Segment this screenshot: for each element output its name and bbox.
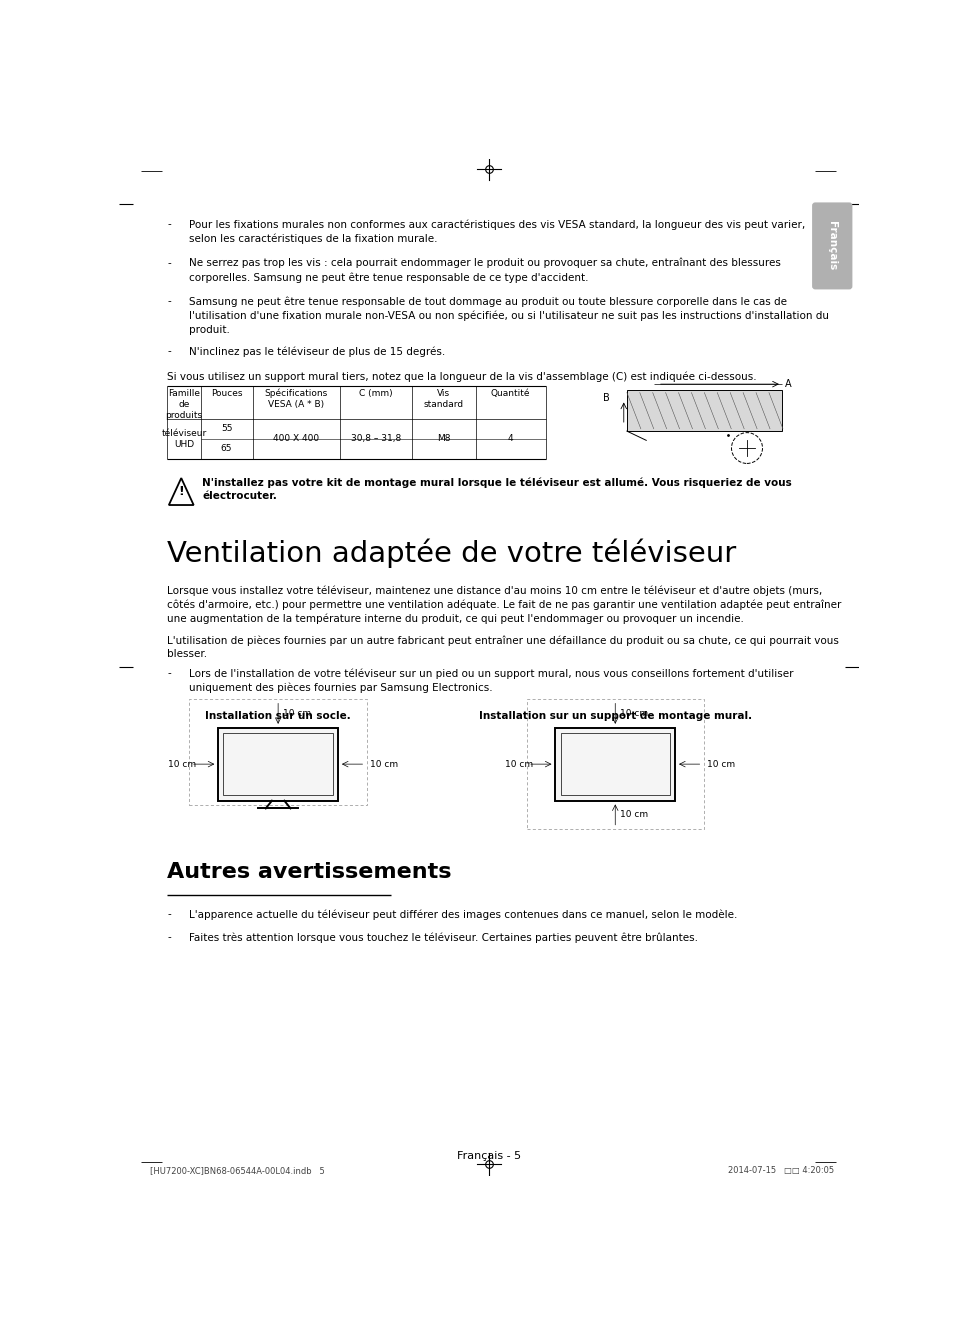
Text: 10 cm: 10 cm xyxy=(619,709,647,717)
Text: M8: M8 xyxy=(436,435,450,444)
Text: Français: Français xyxy=(826,221,837,271)
Text: L'apparence actuelle du téléviseur peut différer des images contenues dans ce ma: L'apparence actuelle du téléviseur peut … xyxy=(189,909,737,919)
Text: 65: 65 xyxy=(220,444,233,453)
Text: 10 cm: 10 cm xyxy=(282,709,311,717)
Text: Installation sur un support de montage mural.: Installation sur un support de montage m… xyxy=(478,711,751,721)
Text: 10 cm: 10 cm xyxy=(168,760,195,769)
Text: !: ! xyxy=(178,485,184,498)
Text: Pouces: Pouces xyxy=(211,388,242,398)
Bar xyxy=(218,728,337,801)
Bar xyxy=(555,728,675,801)
Text: -: - xyxy=(167,668,171,678)
Text: 2014-07-15   □□ 4:20:05: 2014-07-15 □□ 4:20:05 xyxy=(727,1165,833,1174)
Text: Ventilation adaptée de votre téléviseur: Ventilation adaptée de votre téléviseur xyxy=(167,539,736,568)
Text: 400 X 400: 400 X 400 xyxy=(273,435,319,444)
Text: Vis
standard: Vis standard xyxy=(423,388,463,410)
Text: 4: 4 xyxy=(507,435,513,444)
Text: [HU7200-XC]BN68-06544A-00L04.indb   5: [HU7200-XC]BN68-06544A-00L04.indb 5 xyxy=(150,1165,325,1174)
Text: Faites très attention lorsque vous touchez le téléviseur. Certaines parties peuv: Faites très attention lorsque vous touch… xyxy=(189,933,698,943)
Text: -: - xyxy=(167,258,171,268)
Text: 10 cm: 10 cm xyxy=(619,811,647,819)
Bar xyxy=(560,733,669,795)
Text: -: - xyxy=(167,346,171,357)
Text: Ne serrez pas trop les vis : cela pourrait endommager le produit ou provoquer sa: Ne serrez pas trop les vis : cela pourra… xyxy=(189,258,781,283)
Text: 10 cm: 10 cm xyxy=(504,760,533,769)
Text: -: - xyxy=(167,909,171,919)
Text: 10 cm: 10 cm xyxy=(370,760,397,769)
Text: Lors de l'installation de votre téléviseur sur un pied ou un support mural, nous: Lors de l'installation de votre télévise… xyxy=(189,668,793,694)
Text: N'inclinez pas le téléviseur de plus de 15 degrés.: N'inclinez pas le téléviseur de plus de … xyxy=(189,346,445,357)
Text: Lorsque vous installez votre téléviseur, maintenez une distance d'au moins 10 cm: Lorsque vous installez votre téléviseur,… xyxy=(167,585,841,625)
Text: -: - xyxy=(167,219,171,230)
Text: 55: 55 xyxy=(220,424,233,433)
Text: Spécifications
VESA (A * B): Spécifications VESA (A * B) xyxy=(264,388,328,410)
Text: Samsung ne peut être tenue responsable de tout dommage au produit ou toute bless: Samsung ne peut être tenue responsable d… xyxy=(189,296,828,334)
Text: Famille
de
produits: Famille de produits xyxy=(165,388,202,420)
Text: -: - xyxy=(167,296,171,306)
Bar xyxy=(190,699,367,806)
Text: A: A xyxy=(784,379,791,390)
Text: Français - 5: Français - 5 xyxy=(456,1151,520,1161)
Text: 10 cm: 10 cm xyxy=(706,760,735,769)
Text: Si vous utilisez un support mural tiers, notez que la longueur de la vis d'assem: Si vous utilisez un support mural tiers,… xyxy=(167,371,756,382)
Text: B: B xyxy=(602,392,609,403)
Text: 30,8 – 31,8: 30,8 – 31,8 xyxy=(351,435,401,444)
Text: L'utilisation de pièces fournies par un autre fabricant peut entraîner une défai: L'utilisation de pièces fournies par un … xyxy=(167,635,839,659)
Text: Pour les fixations murales non conformes aux caractéristiques des vis VESA stand: Pour les fixations murales non conformes… xyxy=(189,219,804,244)
Text: N'installez pas votre kit de montage mural lorsque le téléviseur est allumé. Vou: N'installez pas votre kit de montage mur… xyxy=(202,477,791,501)
Bar xyxy=(223,733,333,795)
Bar xyxy=(626,390,781,431)
Text: -: - xyxy=(167,933,171,942)
Text: Autres avertissements: Autres avertissements xyxy=(167,861,452,881)
Text: C (mm): C (mm) xyxy=(359,388,393,398)
Text: Quantité: Quantité xyxy=(491,388,530,398)
Text: téléviseur
UHD: téléviseur UHD xyxy=(161,429,207,449)
Bar xyxy=(526,699,703,830)
FancyBboxPatch shape xyxy=(811,202,852,289)
Text: Installation sur un socle.: Installation sur un socle. xyxy=(205,711,351,721)
